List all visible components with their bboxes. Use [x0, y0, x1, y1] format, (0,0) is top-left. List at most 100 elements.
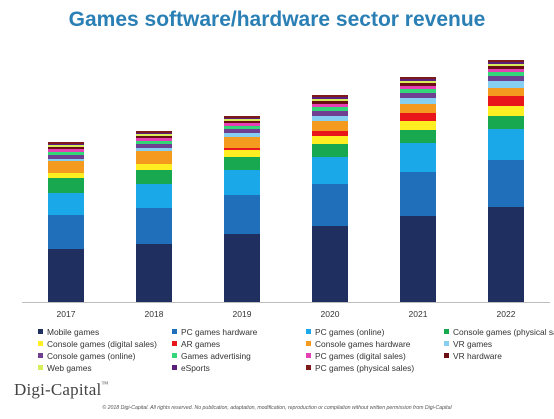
bar-segment-2022-series-12	[488, 64, 524, 66]
bar-segment-2017-series-12	[48, 145, 84, 147]
legend-label-5: AR games	[181, 338, 221, 349]
bar-segment-2022-series-8	[488, 76, 524, 81]
legend-swatch-1	[172, 329, 177, 334]
bar-segment-2018-series-8	[136, 144, 172, 148]
legend-label-1: PC games hardware	[181, 326, 258, 337]
bar-segment-2021-series-12	[400, 81, 436, 83]
legend-item-6: Console games hardware	[306, 338, 444, 349]
bar-segment-2019-series-12	[224, 119, 260, 121]
bar-segment-2020-series-0	[312, 226, 348, 302]
bar-segment-2019-series-8	[224, 129, 260, 133]
bar-segment-2021-series-11	[400, 83, 436, 86]
bar-segment-2020-series-4	[312, 136, 348, 144]
bar-segment-2017-series-13	[48, 144, 84, 145]
legend-swatch-14	[306, 365, 311, 370]
bar-segment-2018-series-4	[136, 164, 172, 170]
bar-segment-2021-series-9	[400, 89, 436, 93]
legend-swatch-13	[172, 365, 177, 370]
bar-segment-2017-series-14	[48, 142, 84, 144]
bar-segment-2018-series-14	[136, 131, 172, 133]
legend-label-12: Web games	[47, 362, 92, 373]
legend-swatch-2	[306, 329, 311, 334]
legend-item-12: Web games	[38, 362, 172, 373]
bar-segment-2022-series-4	[488, 106, 524, 116]
bar-segment-2017-series-8	[48, 155, 84, 159]
legend-item-0: Mobile games	[38, 326, 172, 337]
bar-segment-2022-series-10	[488, 69, 524, 72]
bar-segment-2019-series-1	[224, 195, 260, 234]
bar-segment-2017-series-2	[48, 193, 84, 215]
legend-label-14: PC games (physical sales)	[315, 362, 415, 373]
bar-segment-2018-series-12	[136, 134, 172, 136]
legend-label-9: Games advertising	[181, 350, 251, 361]
legend-label-3: Console games (physical sales)	[453, 326, 554, 337]
bar-segment-2022-series-13	[488, 62, 524, 64]
bar-segment-2021-series-5	[400, 113, 436, 121]
bar-segment-2017-series-10	[48, 149, 84, 152]
legend-item-8: Console games (online)	[38, 350, 172, 361]
legend-swatch-5	[172, 341, 177, 346]
bar-segment-2021-series-1	[400, 172, 436, 216]
chart-title: Games software/hardware sector revenue	[68, 8, 486, 31]
legend-swatch-12	[38, 365, 43, 370]
bar-segment-2020-series-1	[312, 184, 348, 226]
x-tick-label-2019: 2019	[233, 309, 252, 319]
bar-segment-2021-series-4	[400, 121, 436, 130]
bar-segment-2018-series-2	[136, 184, 172, 208]
chart-area: 2017 2018 2019 2020 2021 2022	[22, 60, 550, 319]
legend-label-10: PC games (digital sales)	[315, 350, 406, 361]
bar-segment-2022-series-7	[488, 81, 524, 88]
legend-swatch-10	[306, 353, 311, 358]
legend-label-13: eSports	[181, 362, 210, 373]
bar-segment-2019-series-10	[224, 123, 260, 126]
bar-segment-2020-series-9	[312, 107, 348, 111]
legend-item-1: PC games hardware	[172, 326, 306, 337]
bar-segment-2022-series-6	[488, 88, 524, 96]
legend-swatch-7	[444, 341, 449, 346]
bar-segment-2021-series-7	[400, 98, 436, 104]
bar-segment-2020-series-5	[312, 131, 348, 136]
bar-segment-2022-series-1	[488, 160, 524, 207]
legend-label-11: VR hardware	[453, 350, 502, 361]
bar-segment-2022-series-0	[488, 207, 524, 302]
bar-segment-2020-series-14	[312, 95, 348, 97]
logo-trademark: ™	[101, 380, 109, 388]
bar-segment-2022-series-5	[488, 96, 524, 106]
bar-segment-2017-series-9	[48, 152, 84, 155]
bar-segment-2018-series-6	[136, 151, 172, 164]
legend-item-7: VR games	[444, 338, 554, 349]
bar-segment-2018-series-1	[136, 208, 172, 244]
legend-swatch-3	[444, 329, 449, 334]
chart-legend: Mobile games PC games hardware PC games (o…	[38, 326, 554, 373]
legend-item-10: PC games (digital sales)	[306, 350, 444, 361]
legend-label-7: VR games	[453, 338, 493, 349]
bar-segment-2019-series-4	[224, 150, 260, 157]
legend-swatch-4	[38, 341, 43, 346]
bar-segment-2020-series-8	[312, 111, 348, 116]
bar-segment-2022-series-2	[488, 129, 524, 160]
legend-swatch-11	[444, 353, 449, 358]
bar-segment-2020-series-10	[312, 104, 348, 107]
bar-segment-2022-series-11	[488, 66, 524, 69]
bar-segment-2021-series-8	[400, 93, 436, 98]
bar-segment-2017-series-11	[48, 147, 84, 149]
legend-label-8: Console games (online)	[47, 350, 136, 361]
bar-segment-2018-series-0	[136, 244, 172, 302]
legend-label-4: Console games (digital sales)	[47, 338, 157, 349]
legend-item-4: Console games (digital sales)	[38, 338, 172, 349]
bar-segment-2021-series-3	[400, 130, 436, 143]
bar-segment-2019-series-2	[224, 170, 260, 195]
bar-segment-2017-series-1	[48, 215, 84, 249]
bar-segment-2019-series-7	[224, 133, 260, 137]
legend-item-14: PC games (physical sales)	[306, 362, 444, 373]
bar-segment-2020-series-13	[312, 97, 348, 99]
legend-item-13: eSports	[172, 362, 306, 373]
bar-segment-2019-series-9	[224, 126, 260, 129]
bar-segment-2020-series-6	[312, 121, 348, 131]
bar-segment-2021-series-10	[400, 86, 436, 89]
bar-segment-2019-series-3	[224, 157, 260, 170]
legend-label-2: PC games (online)	[315, 326, 385, 337]
legend-item-9: Games advertising	[172, 350, 306, 361]
bar-segment-2021-series-6	[400, 104, 436, 113]
x-tick-label-2022: 2022	[497, 309, 516, 319]
